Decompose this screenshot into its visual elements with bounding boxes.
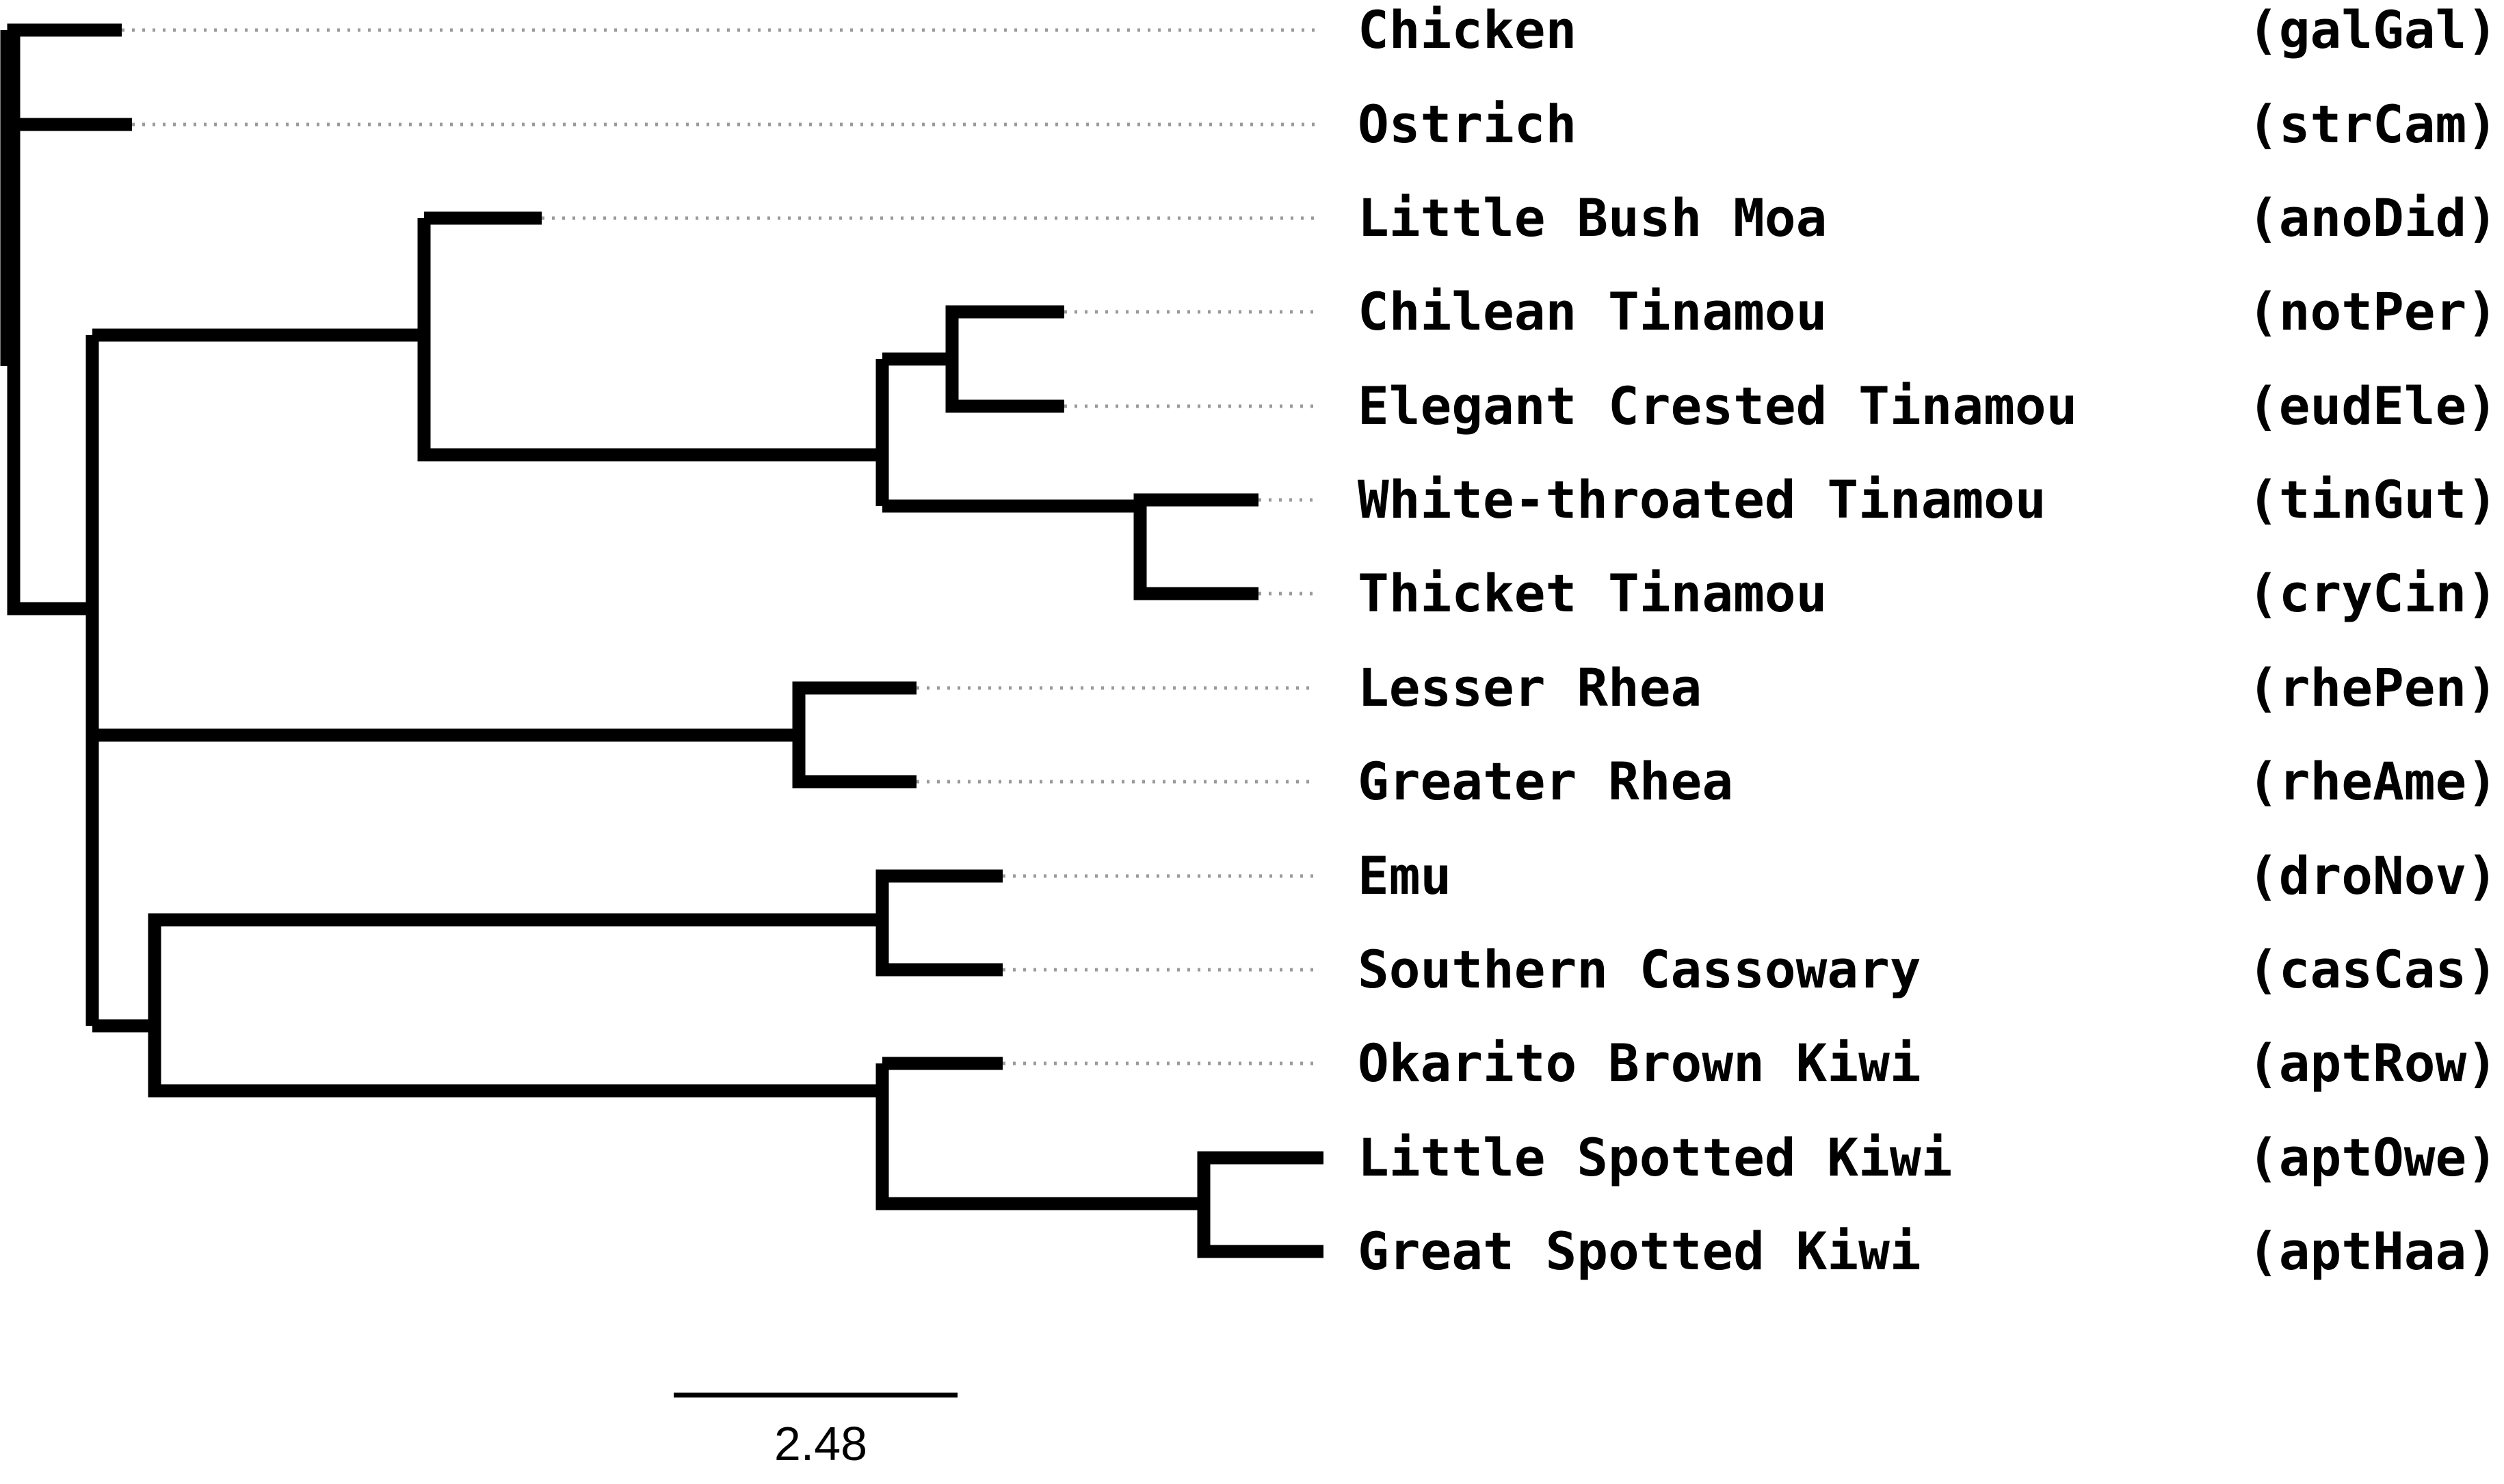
taxon-code: (notPer) bbox=[2248, 281, 2498, 342]
branch-moa-tinamou-clade bbox=[92, 328, 882, 462]
taxon-labels: Chicken (galGal) Ostrich (strCam) Little… bbox=[1358, 0, 2498, 1282]
leader-lines bbox=[122, 28, 1317, 1065]
taxon-name: Little Spotted Kiwi bbox=[1358, 1127, 1952, 1188]
branch-droNov-casCas bbox=[875, 869, 1003, 977]
taxon-name: Okarito Brown Kiwi bbox=[1358, 1033, 1921, 1094]
taxon-name: Elegant Crested Tinamou bbox=[1358, 375, 2077, 436]
taxon-name: Southern Cassowary bbox=[1358, 939, 1921, 1000]
taxon-code: (aptRow) bbox=[2248, 1033, 2498, 1094]
branch-ratite-clade bbox=[92, 913, 882, 1033]
taxon-code: (anoDid) bbox=[2248, 187, 2498, 248]
branch-aptOwe-aptHaa bbox=[1197, 1151, 1323, 1258]
branch-root-palaeognath bbox=[7, 77, 92, 615]
taxon-code: (droNov) bbox=[2248, 845, 2498, 906]
branches bbox=[0, 23, 1323, 1258]
branch-notPer-eudEle bbox=[945, 305, 1064, 413]
taxon-name: Ostrich bbox=[1358, 94, 1577, 155]
taxon-name: Thicket Tinamou bbox=[1358, 563, 1827, 624]
taxon-code: (rheAme) bbox=[2248, 751, 2498, 812]
branch-kiwi-stem bbox=[148, 1026, 882, 1098]
taxon-code: (strCam) bbox=[2248, 94, 2498, 155]
branch-rhePen-rheAme bbox=[792, 681, 917, 789]
taxon-name: Emu bbox=[1358, 845, 1451, 906]
branch-kiwi-clade bbox=[875, 1063, 1204, 1210]
branch-tinGut-cryCin bbox=[1133, 493, 1258, 600]
taxon-code: (rhePen) bbox=[2248, 657, 2498, 718]
scale-bar: 2.48 bbox=[674, 1392, 958, 1470]
taxon-name: Chilean Tinamou bbox=[1358, 281, 1827, 342]
taxon-name: Little Bush Moa bbox=[1358, 187, 1827, 248]
taxon-code: (tinGut) bbox=[2248, 469, 2498, 530]
taxon-code: (aptOwe) bbox=[2248, 1127, 2498, 1188]
taxon-code: (aptHaa) bbox=[2248, 1221, 2498, 1282]
branch-chicken-ostrich bbox=[7, 23, 132, 131]
taxon-code: (galGal) bbox=[2248, 0, 2498, 60]
taxon-name: White-throated Tinamou bbox=[1358, 469, 2046, 530]
taxon-code: (cryCin) bbox=[2248, 563, 2498, 624]
taxon-name: Chicken bbox=[1358, 0, 1577, 60]
taxon-code: (casCas) bbox=[2248, 939, 2498, 1000]
taxon-name: Lesser Rhea bbox=[1358, 657, 1702, 718]
taxon-code: (eudEle) bbox=[2248, 375, 2498, 436]
scale-bar-label: 2.48 bbox=[774, 1417, 867, 1470]
taxon-name: Greater Rhea bbox=[1358, 751, 1733, 812]
taxon-name: Great Spotted Kiwi bbox=[1358, 1221, 1921, 1282]
